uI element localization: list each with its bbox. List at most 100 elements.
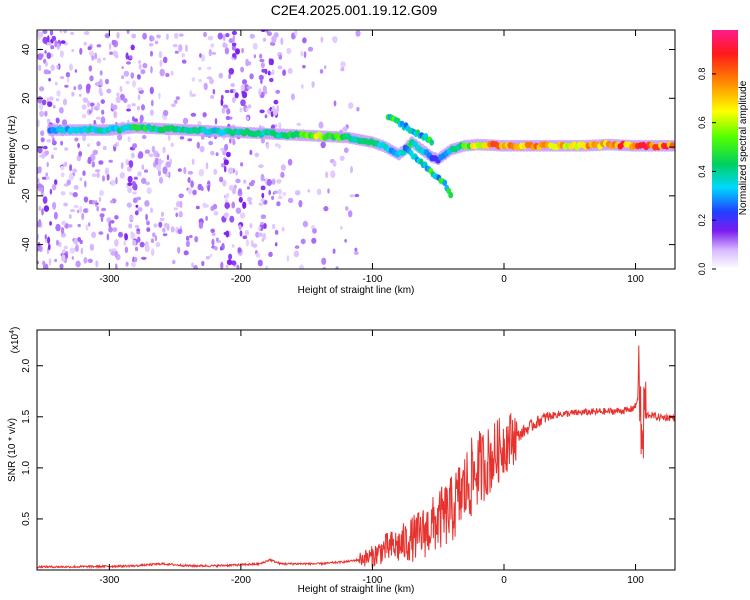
spectrogram-noise-cell xyxy=(118,231,123,238)
spectrogram-noise-cell xyxy=(223,159,229,166)
spectrogram-noise-cell xyxy=(247,196,253,202)
spectrogram-noise-cell xyxy=(80,247,84,255)
spectrogram-noise-cell xyxy=(179,200,183,209)
spectrogram-noise-cell xyxy=(212,203,218,210)
spectrogram-noise-cell xyxy=(134,224,139,229)
spectrogram-noise-cell xyxy=(333,100,337,107)
spectrogram-noise-cell xyxy=(100,116,106,124)
spectrogram-noise-cell xyxy=(286,47,292,55)
spectrogram-noise-cell xyxy=(318,121,324,129)
spectrogram-noise-cell xyxy=(89,51,95,56)
spectrogram-noise-cell xyxy=(228,138,232,144)
spectrogram-noise-cell xyxy=(44,110,48,117)
spectrogram-noise-cell xyxy=(102,57,106,61)
spectrogram-noise-cell xyxy=(281,226,285,232)
spectrogram-noise-cell xyxy=(262,232,267,240)
spectrogram-noise-cell xyxy=(65,72,71,78)
snr-x-tick-label: -200 xyxy=(231,575,251,586)
spectrogram-noise-cell xyxy=(207,184,211,192)
spectrogram-noise-cell xyxy=(225,115,230,121)
spectrogram-noise-cell xyxy=(275,89,281,94)
spectrogram-noise-cell xyxy=(232,53,237,58)
spectrogram-noise-cell xyxy=(280,37,284,45)
spectrogram-noise-cell xyxy=(89,102,95,107)
spectrogram-noise-cell xyxy=(210,228,215,233)
spectrogram-noise-cell xyxy=(185,240,190,247)
spectrogram-noise-cell xyxy=(290,93,295,101)
spectrogram-noise-cell xyxy=(83,257,88,264)
spectrogram-noise-cell xyxy=(137,87,143,91)
spectrogram-noise-cell xyxy=(335,266,339,269)
spectrogram-noise-cell xyxy=(54,258,58,263)
spectrogram-noise-cell xyxy=(238,196,243,203)
spectrogram-noise-cell xyxy=(298,200,303,208)
spectrogram-noise-cell xyxy=(233,184,237,189)
spectrogram-noise-cell xyxy=(302,64,306,69)
spectrogram-noise-cell xyxy=(158,221,163,228)
spectrogram-noise-cell xyxy=(140,69,146,75)
spectrogram-noise-cell xyxy=(184,44,188,52)
spectrogram-noise-cell xyxy=(144,244,150,253)
spectrogram-noise-cell xyxy=(319,69,324,74)
spectrogram-y-ticks: -40 -20 0 20 40 xyxy=(21,44,675,252)
spectrogram-noise-cell xyxy=(52,201,57,210)
spectrogram-noise-cell xyxy=(121,66,124,70)
spectrogram-noise-cell xyxy=(138,151,144,159)
spectrogram-noise-cell xyxy=(64,84,69,88)
spectrogram-noise-cell xyxy=(170,226,175,233)
spectrogram-noise-cell xyxy=(158,51,163,58)
spectrogram-noise-cell xyxy=(286,255,290,262)
spectrogram-noise-cell xyxy=(225,264,229,269)
snr-y-tick-label: 0.5 xyxy=(21,512,32,526)
spectrogram-noise-cell xyxy=(130,72,135,79)
spectrogram-noise-cell xyxy=(218,72,223,79)
spectrogram-noise-cell xyxy=(51,35,57,42)
spectrogram-noise-cell xyxy=(99,70,103,76)
spectrogram-noise-cell xyxy=(248,104,252,109)
spectrogram-noise-cell xyxy=(60,191,66,196)
spectrogram-noise-cell xyxy=(102,145,107,151)
spectrogram-noise-cell xyxy=(178,33,184,37)
spectrogram-noise-cell xyxy=(280,171,285,178)
spectrogram-noise-cell xyxy=(224,47,230,55)
spectrogram-noise-cell xyxy=(146,187,152,195)
spectrogram-noise-cell xyxy=(125,52,129,60)
spectrogram-noise-cell xyxy=(202,202,207,208)
spectrogram-noise-cell xyxy=(254,152,260,158)
spectrogram-noise-cell xyxy=(158,169,161,177)
spectrogram-noise-cell xyxy=(125,261,129,267)
spectrogram-noise-cell xyxy=(162,146,166,154)
spectrogram-noise-cell xyxy=(212,88,216,95)
spectrogram-noise-cell xyxy=(258,164,264,169)
spectrogram-noise-cell xyxy=(242,235,248,240)
spectrogram-noise-cell xyxy=(137,207,143,212)
spectrogram-noise-cell xyxy=(172,44,178,48)
colorbar-gradient xyxy=(712,30,738,269)
spectrogram-noise-cell xyxy=(156,152,160,158)
spectrogram-noise-cell xyxy=(74,137,79,142)
spectrogram-noise-cell xyxy=(42,260,46,266)
spectrogram-noise-cell xyxy=(210,43,215,48)
spectrogram-noise-cell xyxy=(260,214,267,219)
spectrogram-noise-cell xyxy=(260,173,265,182)
spectrogram-noise-cell xyxy=(253,54,257,59)
spectrogram-noise-cell xyxy=(88,65,93,72)
spectrogram-noise-cell xyxy=(257,259,263,267)
spectrogram-noise-cell xyxy=(69,164,73,172)
spectrogram-noise-cell xyxy=(91,55,95,61)
spectrogram-noise-cell xyxy=(76,155,82,162)
spectrogram-noise-cell xyxy=(344,239,347,243)
spectrogram-noise-cell xyxy=(52,137,55,145)
spectrogram-noise-cell xyxy=(324,65,327,70)
spectrogram-noise-cell xyxy=(189,235,193,238)
spectrogram-noise-cell xyxy=(258,225,261,232)
spectrogram-noise-cell xyxy=(259,109,265,114)
spectrogram-noise-cell xyxy=(37,233,40,240)
spectrogram-noise-cell xyxy=(186,235,190,241)
spectrogram-noise-cell xyxy=(232,96,236,104)
spectrogram-noise-cell xyxy=(72,192,78,198)
spectrogram-noise-cell xyxy=(133,118,138,123)
spectrogram-noise-cell xyxy=(307,46,314,52)
spectrogram-noise-cell xyxy=(311,81,315,88)
spectrogram-noise-cell xyxy=(99,190,104,196)
